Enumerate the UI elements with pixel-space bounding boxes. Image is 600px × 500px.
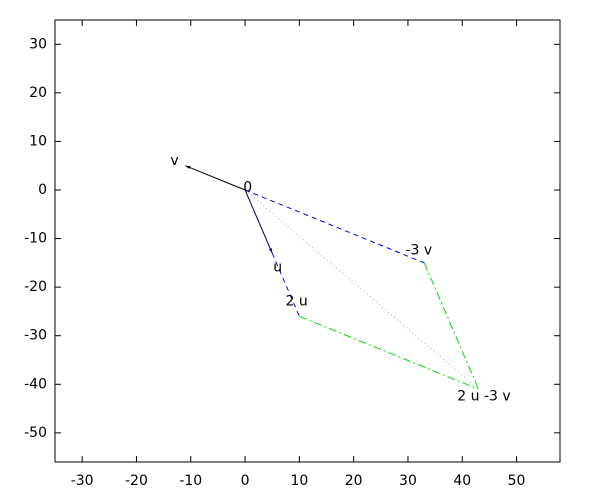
y-tick-label: -50 <box>24 425 47 441</box>
x-tick-label: -30 <box>71 473 94 489</box>
x-tick-label: 20 <box>345 473 363 489</box>
x-tick-label: 40 <box>453 473 471 489</box>
point-label: 2 u <box>286 294 308 310</box>
y-tick-label: 30 <box>29 36 47 52</box>
vector-line <box>423 262 480 390</box>
y-tick-label: 10 <box>29 133 47 149</box>
y-tick-label: -30 <box>24 328 47 344</box>
vector-line <box>244 189 479 390</box>
y-tick-label: 20 <box>29 85 47 101</box>
x-tick-label: 30 <box>399 473 417 489</box>
vector-line <box>299 315 479 390</box>
vector-arrow <box>244 189 273 254</box>
point-label: 2 u -3 v <box>457 388 510 404</box>
vector-arrow <box>185 165 246 191</box>
y-tick-label: -20 <box>24 279 47 295</box>
point-label: 0 <box>243 180 252 196</box>
point-label: -3 v <box>405 243 432 259</box>
x-tick-label: 0 <box>241 473 250 489</box>
vector-line <box>271 252 300 317</box>
x-tick-label: -10 <box>179 473 202 489</box>
x-tick-label: 50 <box>508 473 526 489</box>
y-tick-label: 0 <box>38 182 47 198</box>
point-label: v <box>170 153 178 169</box>
y-tick-label: -40 <box>24 376 47 392</box>
x-tick-label: -20 <box>125 473 148 489</box>
x-tick-label: 10 <box>290 473 308 489</box>
point-label: u <box>273 260 282 276</box>
y-tick-label: -10 <box>24 231 47 247</box>
plot-frame <box>54 19 561 463</box>
